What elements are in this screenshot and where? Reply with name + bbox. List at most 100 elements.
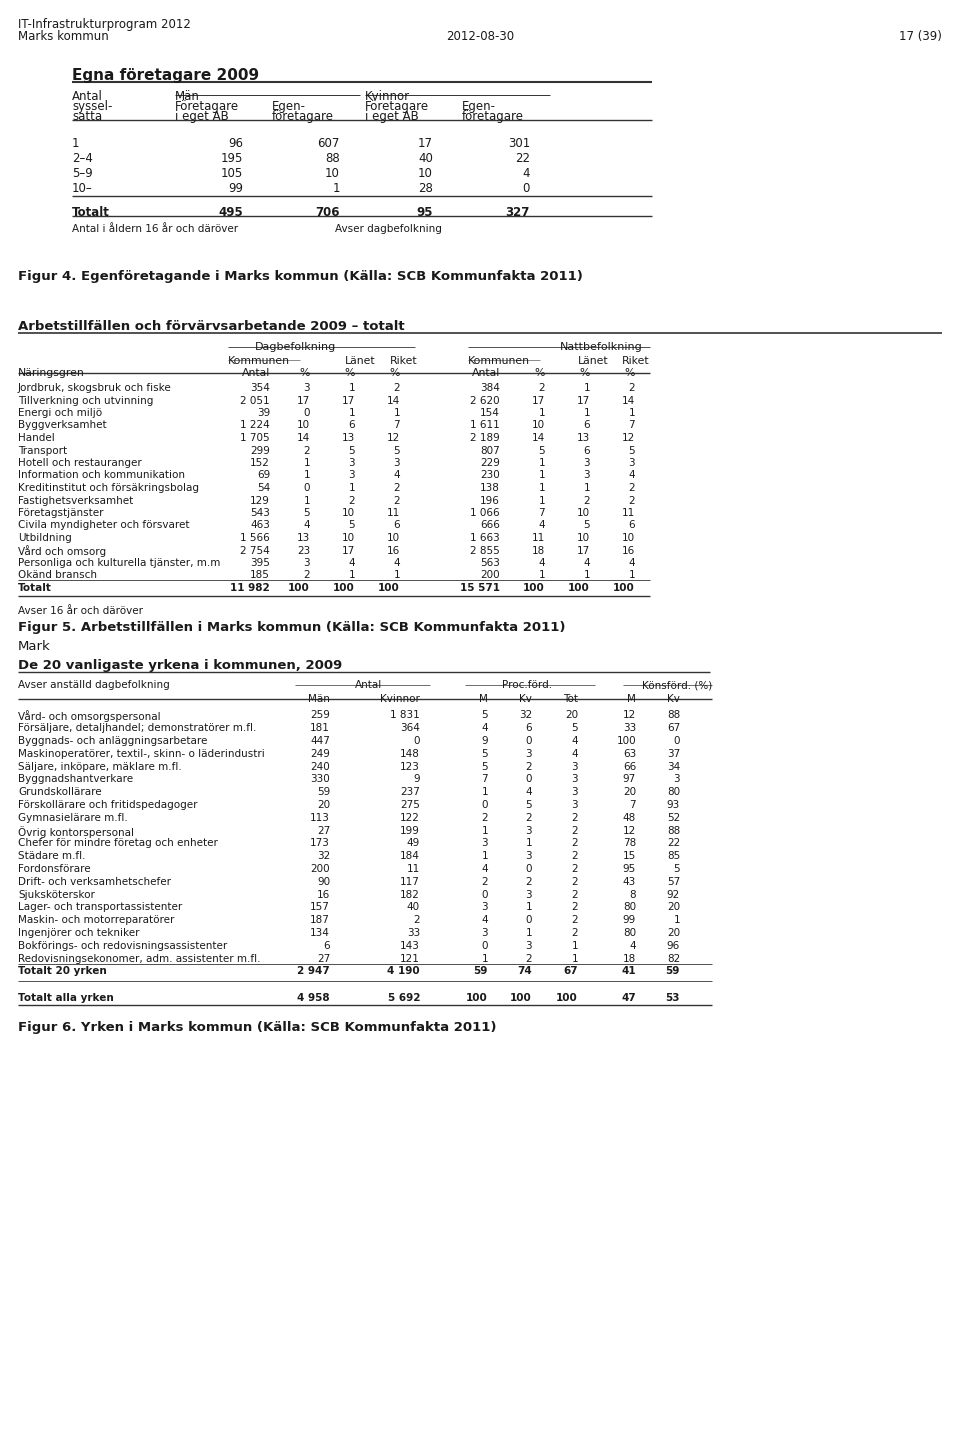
Text: Kv: Kv: [519, 695, 532, 705]
Text: Marks kommun: Marks kommun: [18, 30, 108, 44]
Text: 3: 3: [584, 470, 590, 480]
Text: 200: 200: [480, 570, 500, 580]
Text: 1 611: 1 611: [470, 421, 500, 431]
Text: 275: 275: [400, 800, 420, 810]
Text: 1: 1: [394, 408, 400, 418]
Text: 40: 40: [407, 903, 420, 913]
Text: Information och kommunikation: Information och kommunikation: [18, 470, 185, 480]
Text: 1 224: 1 224: [240, 421, 270, 431]
Text: 230: 230: [480, 470, 500, 480]
Text: Städare m.fl.: Städare m.fl.: [18, 852, 85, 862]
Text: 6: 6: [324, 940, 330, 950]
Text: 4: 4: [571, 736, 578, 746]
Text: 1: 1: [303, 495, 310, 505]
Text: Antal: Antal: [242, 369, 270, 379]
Text: Kv: Kv: [667, 695, 680, 705]
Text: Ingenjörer och tekniker: Ingenjörer och tekniker: [18, 929, 139, 939]
Text: 40: 40: [419, 152, 433, 165]
Text: Figur 6. Yrken i Marks kommun (Källa: SCB Kommunfakta 2011): Figur 6. Yrken i Marks kommun (Källa: SC…: [18, 1022, 496, 1035]
Text: 39: 39: [256, 408, 270, 418]
Text: 12: 12: [387, 432, 400, 443]
Text: 2: 2: [571, 852, 578, 862]
Text: 2: 2: [303, 570, 310, 580]
Text: 105: 105: [221, 167, 243, 180]
Text: 10: 10: [325, 167, 340, 180]
Text: M: M: [479, 695, 488, 705]
Text: De 20 vanligaste yrkena i kommunen, 2009: De 20 vanligaste yrkena i kommunen, 2009: [18, 659, 343, 672]
Text: 123: 123: [400, 762, 420, 772]
Text: 28: 28: [419, 181, 433, 194]
Text: 2 620: 2 620: [470, 396, 500, 405]
Text: 90: 90: [317, 876, 330, 887]
Text: 11: 11: [622, 508, 635, 518]
Text: Vård- och omsorgspersonal: Vård- och omsorgspersonal: [18, 711, 160, 723]
Text: 2 754: 2 754: [240, 546, 270, 556]
Text: Figur 5. Arbetstillfällen i Marks kommun (Källa: SCB Kommunfakta 2011): Figur 5. Arbetstillfällen i Marks kommun…: [18, 621, 565, 634]
Text: 364: 364: [400, 723, 420, 733]
Text: 1: 1: [481, 826, 488, 836]
Text: 17: 17: [297, 396, 310, 405]
Text: 152: 152: [251, 459, 270, 469]
Text: 17: 17: [418, 136, 433, 149]
Text: 1: 1: [303, 459, 310, 469]
Text: 7: 7: [481, 775, 488, 785]
Text: 327: 327: [506, 206, 530, 219]
Text: 3: 3: [571, 775, 578, 785]
Text: 4: 4: [571, 749, 578, 759]
Text: 2 855: 2 855: [470, 546, 500, 556]
Text: 69: 69: [256, 470, 270, 480]
Text: 80: 80: [623, 929, 636, 939]
Text: 143: 143: [400, 940, 420, 950]
Text: 99: 99: [228, 181, 243, 194]
Text: 48: 48: [623, 813, 636, 823]
Text: 1: 1: [348, 483, 355, 493]
Text: 0: 0: [414, 736, 420, 746]
Text: Energi och miljö: Energi och miljö: [18, 408, 102, 418]
Text: 4: 4: [629, 470, 635, 480]
Text: 3: 3: [348, 459, 355, 469]
Text: 354: 354: [251, 383, 270, 393]
Text: 6: 6: [584, 445, 590, 456]
Text: Fastighetsverksamhet: Fastighetsverksamhet: [18, 495, 133, 505]
Text: 0: 0: [674, 736, 680, 746]
Text: 10: 10: [297, 421, 310, 431]
Text: 447: 447: [310, 736, 330, 746]
Text: 96: 96: [667, 940, 680, 950]
Text: 16: 16: [317, 889, 330, 900]
Text: 10: 10: [387, 533, 400, 543]
Text: 1: 1: [673, 916, 680, 926]
Text: 99: 99: [623, 916, 636, 926]
Text: 59: 59: [473, 966, 488, 977]
Text: 11: 11: [532, 533, 545, 543]
Text: 88: 88: [325, 152, 340, 165]
Text: Antal: Antal: [471, 369, 500, 379]
Text: 23: 23: [297, 546, 310, 556]
Text: 18: 18: [623, 953, 636, 963]
Text: 9: 9: [414, 775, 420, 785]
Text: 10: 10: [342, 533, 355, 543]
Text: 3: 3: [303, 383, 310, 393]
Text: 3: 3: [481, 839, 488, 849]
Text: 1: 1: [525, 839, 532, 849]
Text: Handel: Handel: [18, 432, 55, 443]
Text: 20: 20: [564, 711, 578, 721]
Text: 17: 17: [577, 546, 590, 556]
Text: 1 831: 1 831: [391, 711, 420, 721]
Text: 6: 6: [629, 521, 635, 531]
Text: 3: 3: [525, 940, 532, 950]
Text: 33: 33: [623, 723, 636, 733]
Text: 395: 395: [251, 559, 270, 567]
Text: %: %: [625, 369, 635, 379]
Text: Utbildning: Utbildning: [18, 533, 72, 543]
Text: Okänd bransch: Okänd bransch: [18, 570, 97, 580]
Text: 13: 13: [297, 533, 310, 543]
Text: 0: 0: [482, 940, 488, 950]
Text: företagare: företagare: [272, 110, 334, 123]
Text: 0: 0: [525, 865, 532, 874]
Text: 154: 154: [480, 408, 500, 418]
Text: 22: 22: [667, 839, 680, 849]
Text: 92: 92: [667, 889, 680, 900]
Text: 4: 4: [630, 940, 636, 950]
Text: 463: 463: [251, 521, 270, 531]
Text: 2 051: 2 051: [240, 396, 270, 405]
